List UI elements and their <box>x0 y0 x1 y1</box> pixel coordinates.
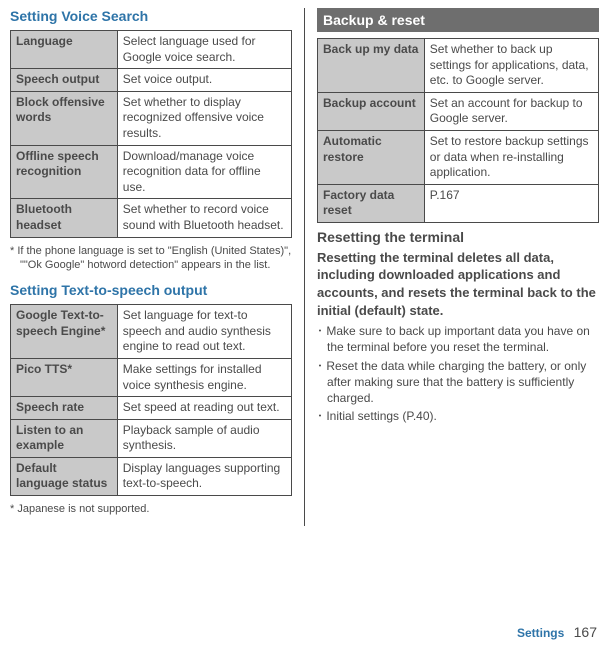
cell-val: Set language for text-to speech and audi… <box>117 305 291 359</box>
cell-key: Pico TTS* <box>11 358 118 396</box>
footnote-tts: * Japanese is not supported. <box>10 502 292 516</box>
left-column: Setting Voice Search LanguageSelect lang… <box>10 8 292 526</box>
cell-key: Back up my data <box>318 39 425 93</box>
cell-key: Default language status <box>11 457 118 495</box>
table-row: Default language statusDisplay languages… <box>11 457 292 495</box>
cell-val: Set to restore backup settings or data w… <box>424 130 598 184</box>
table-row: Bluetooth headsetSet whether to record v… <box>11 199 292 237</box>
cell-val: Select language used for Google voice se… <box>117 31 291 69</box>
heading-backup-reset: Backup & reset <box>317 8 599 32</box>
cell-val: Set whether to display recognized offens… <box>117 91 291 145</box>
cell-val: Download/manage voice recognition data f… <box>117 145 291 199</box>
cell-key: Backup account <box>318 92 425 130</box>
cell-key: Google Text-to-speech Engine* <box>11 305 118 359</box>
cell-val: Make settings for installed voice synthe… <box>117 358 291 396</box>
cell-key: Offline speech recognition <box>11 145 118 199</box>
tts-table: Google Text-to-speech Engine*Set languag… <box>10 304 292 496</box>
cell-key: Block offensive words <box>11 91 118 145</box>
column-divider <box>304 8 305 526</box>
footer-page-number: 167 <box>574 624 597 640</box>
heading-voice-search: Setting Voice Search <box>10 8 292 24</box>
cell-val: Display languages supporting text-to-spe… <box>117 457 291 495</box>
table-row: Backup accountSet an account for backup … <box>318 92 599 130</box>
footer-section: Settings <box>517 626 564 640</box>
table-row: Factory data resetP.167 <box>318 184 599 222</box>
cell-val: Set whether to record voice sound with B… <box>117 199 291 237</box>
heading-resetting: Resetting the terminal <box>317 229 599 245</box>
bullet-item: ･ Initial settings (P.40). <box>317 408 599 424</box>
cell-key: Automatic restore <box>318 130 425 184</box>
voice-search-table: LanguageSelect language used for Google … <box>10 30 292 238</box>
table-row: Block offensive wordsSet whether to disp… <box>11 91 292 145</box>
backup-reset-table: Back up my dataSet whether to back up se… <box>317 38 599 223</box>
cell-val: P.167 <box>424 184 598 222</box>
cell-key: Listen to an example <box>11 419 118 457</box>
table-row: Listen to an examplePlayback sample of a… <box>11 419 292 457</box>
bullet-item: ･ Make sure to back up important data yo… <box>317 323 599 355</box>
cell-key: Speech rate <box>11 397 118 420</box>
cell-key: Language <box>11 31 118 69</box>
cell-key: Factory data reset <box>318 184 425 222</box>
table-row: Speech outputSet voice output. <box>11 69 292 92</box>
table-row: Offline speech recognitionDownload/manag… <box>11 145 292 199</box>
table-row: LanguageSelect language used for Google … <box>11 31 292 69</box>
cell-key: Bluetooth headset <box>11 199 118 237</box>
cell-val: Set an account for backup to Google serv… <box>424 92 598 130</box>
page: Setting Voice Search LanguageSelect lang… <box>0 0 609 526</box>
cell-val: Set whether to back up settings for appl… <box>424 39 598 93</box>
cell-key: Speech output <box>11 69 118 92</box>
cell-val: Set voice output. <box>117 69 291 92</box>
cell-val: Playback sample of audio synthesis. <box>117 419 291 457</box>
page-footer: Settings 167 <box>517 624 597 640</box>
table-row: Back up my dataSet whether to back up se… <box>318 39 599 93</box>
footnote-voice: * If the phone language is set to "Engli… <box>10 244 292 273</box>
table-row: Automatic restoreSet to restore backup s… <box>318 130 599 184</box>
table-row: Pico TTS*Make settings for installed voi… <box>11 358 292 396</box>
table-row: Speech rateSet speed at reading out text… <box>11 397 292 420</box>
bullet-item: ･ Reset the data while charging the batt… <box>317 358 599 407</box>
heading-tts: Setting Text-to-speech output <box>10 282 292 298</box>
reset-lead-text: Resetting the terminal deletes all data,… <box>317 249 599 319</box>
table-row: Google Text-to-speech Engine*Set languag… <box>11 305 292 359</box>
cell-val: Set speed at reading out text. <box>117 397 291 420</box>
right-column: Backup & reset Back up my dataSet whethe… <box>317 8 599 526</box>
